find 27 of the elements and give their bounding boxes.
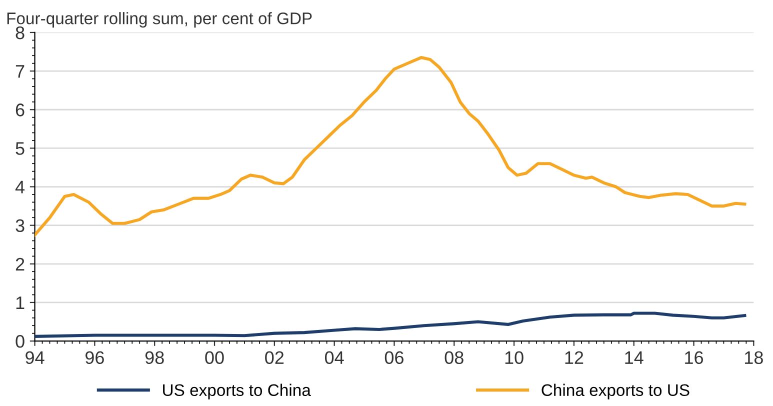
x-tick-label: 04 [324,351,344,364]
line-series [34,56,746,236]
x-tick-label: 96 [86,351,104,364]
y-tick-label: 1 [16,296,24,310]
x-tick-label: 06 [384,351,404,364]
x-tick-label: 18 [745,351,763,364]
x-tick-label: 00 [205,351,224,364]
x-tick-label: 98 [145,351,164,364]
legend-label: US exports to China [163,384,311,400]
y-tick-label: 2 [16,258,24,270]
x-tick-label: 10 [505,351,524,364]
y-tick-label: 7 [16,65,24,78]
x-tick-label: 16 [685,351,704,364]
x-tick-label: 94 [26,351,44,364]
y-tick-label: 3 [16,219,24,232]
x-tick-label: 02 [265,351,284,364]
legend-label: China exports to US [542,384,690,400]
y-tick-label: 6 [16,104,24,116]
y-tick-label: 8 [16,26,24,40]
x-tick-label: 08 [444,351,464,364]
x-tick-label: 14 [625,351,644,364]
chart-title: Four-quarter rolling sum, per cent of GDP [7,12,312,28]
x-tick-label: 12 [565,351,584,364]
y-tick-label: 5 [16,142,24,155]
y-tick-label: 0 [16,334,24,348]
y-tick-label: 4 [15,180,25,194]
line-series [34,312,746,338]
